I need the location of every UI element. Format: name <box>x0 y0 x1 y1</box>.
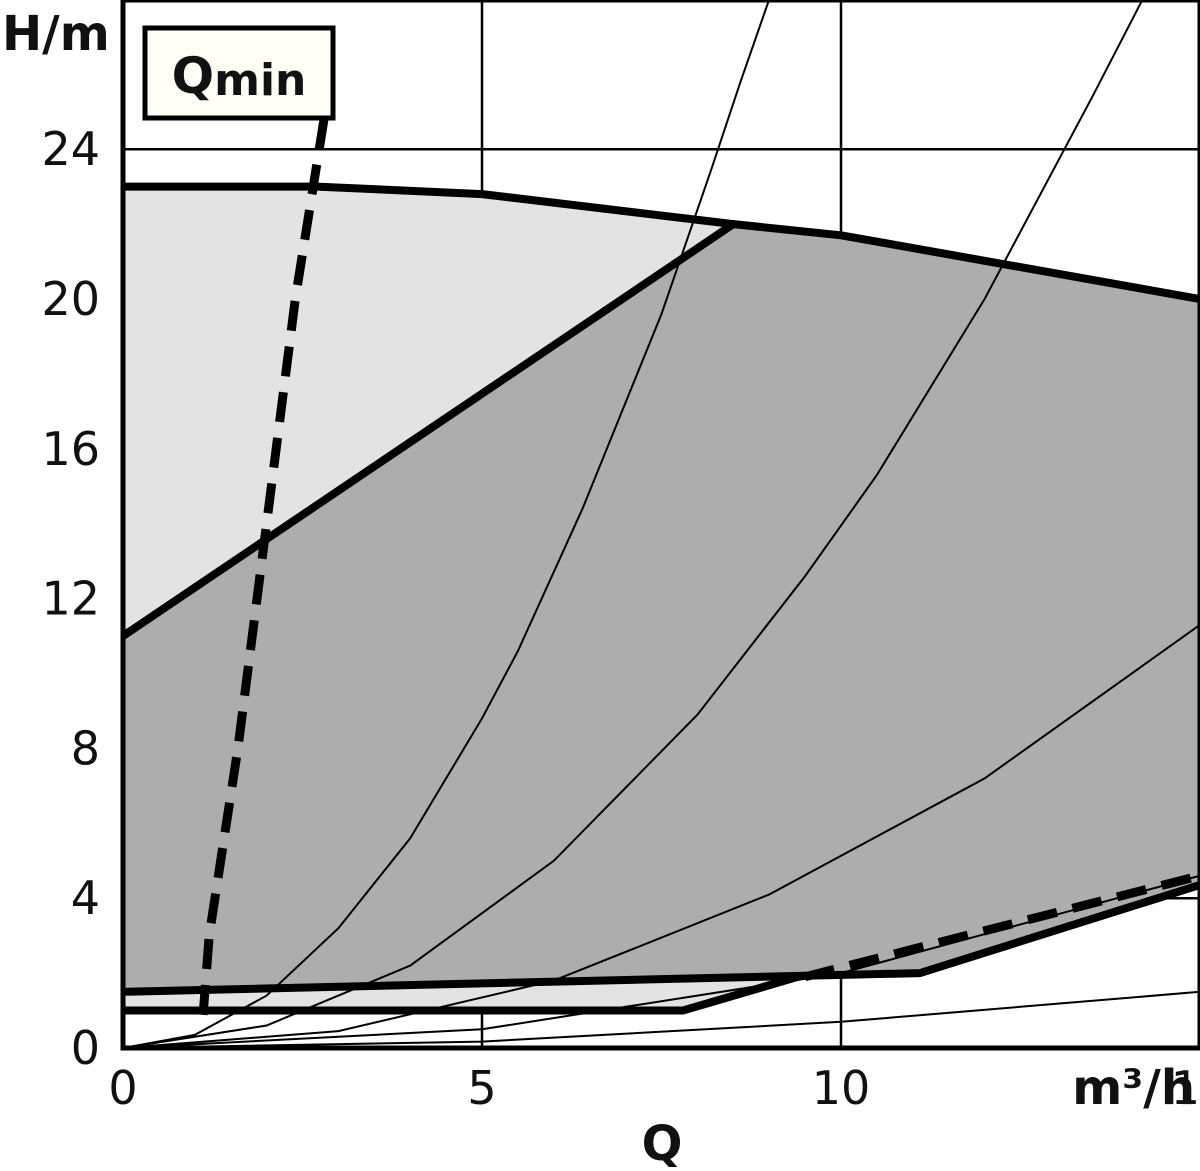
y-tick-label-4: 4 <box>71 871 100 925</box>
tick-labels: 051015202504812162024 <box>41 122 1200 1115</box>
x-axis-unit: m³/h <box>1072 1060 1195 1116</box>
y-tick-label-24: 24 <box>41 122 100 176</box>
svg-text:Qmin: Qmin <box>172 47 307 106</box>
plot-frame <box>120 0 1200 1051</box>
y-axis-label: H/m <box>2 6 110 62</box>
curve-thin-10 <box>123 990 1200 1048</box>
y-tick-label-12: 12 <box>41 572 100 626</box>
y-tick-label-0: 0 <box>71 1021 100 1075</box>
y-tick-label-8: 8 <box>71 721 100 775</box>
qmin-main: Q <box>172 47 215 105</box>
curve-thin-6 <box>123 0 771 1048</box>
curve-thin-7 <box>123 0 1144 1048</box>
y-tick-label-20: 20 <box>41 272 100 326</box>
x-tick-label-10: 10 <box>812 1061 871 1115</box>
y-tick-label-16: 16 <box>41 422 100 476</box>
qmin-sub: min <box>214 55 306 106</box>
operating-regions <box>123 186 1200 1011</box>
x-tick-label-5: 5 <box>467 1061 496 1115</box>
curve-thin-9 <box>123 874 1200 1048</box>
curve-dashed-4 <box>197 118 329 1030</box>
curve-bold-2 <box>123 880 1200 996</box>
curve-bold-1 <box>123 220 738 640</box>
x-tick-label-15: 15 <box>1171 1061 1200 1115</box>
qmin-annotation: Qmin <box>142 25 336 121</box>
qmin-box <box>142 25 336 121</box>
curve-bold-0 <box>123 182 1200 304</box>
x-tick-label-0: 0 <box>108 1061 137 1115</box>
curves <box>123 0 1200 1048</box>
operating-region-1 <box>123 224 1200 992</box>
curve-bold-3 <box>123 972 802 1015</box>
x-axis-label: Q <box>642 1116 683 1171</box>
curve-thin-8 <box>123 623 1200 1048</box>
